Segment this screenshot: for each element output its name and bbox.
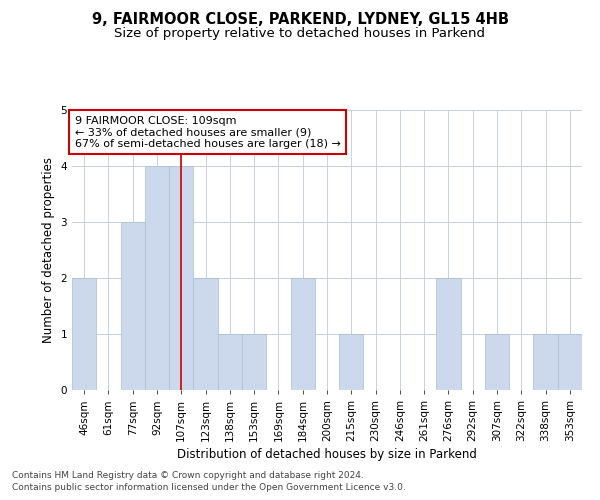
Bar xyxy=(121,222,145,390)
Bar xyxy=(242,334,266,390)
X-axis label: Distribution of detached houses by size in Parkend: Distribution of detached houses by size … xyxy=(177,448,477,461)
Bar xyxy=(290,278,315,390)
Bar xyxy=(218,334,242,390)
Bar xyxy=(436,278,461,390)
Bar xyxy=(169,166,193,390)
Y-axis label: Number of detached properties: Number of detached properties xyxy=(42,157,55,343)
Text: Contains public sector information licensed under the Open Government Licence v3: Contains public sector information licen… xyxy=(12,484,406,492)
Bar xyxy=(485,334,509,390)
Text: Contains HM Land Registry data © Crown copyright and database right 2024.: Contains HM Land Registry data © Crown c… xyxy=(12,471,364,480)
Bar xyxy=(145,166,169,390)
Bar xyxy=(533,334,558,390)
Bar xyxy=(193,278,218,390)
Text: 9 FAIRMOOR CLOSE: 109sqm
← 33% of detached houses are smaller (9)
67% of semi-de: 9 FAIRMOOR CLOSE: 109sqm ← 33% of detach… xyxy=(74,116,340,149)
Text: Size of property relative to detached houses in Parkend: Size of property relative to detached ho… xyxy=(115,28,485,40)
Bar xyxy=(339,334,364,390)
Bar xyxy=(72,278,96,390)
Bar xyxy=(558,334,582,390)
Text: 9, FAIRMOOR CLOSE, PARKEND, LYDNEY, GL15 4HB: 9, FAIRMOOR CLOSE, PARKEND, LYDNEY, GL15… xyxy=(91,12,509,28)
